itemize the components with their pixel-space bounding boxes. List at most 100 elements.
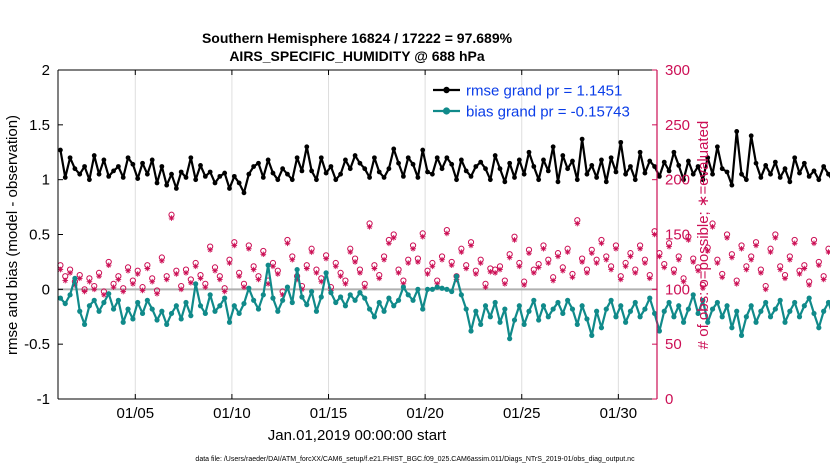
- rmse-point: [763, 163, 769, 168]
- rmse-point: [473, 164, 479, 169]
- x-tick-label: 01/25: [503, 405, 541, 422]
- bias-point: [318, 294, 324, 300]
- rmse-point: [724, 169, 730, 175]
- evaluated-obs-marker: [685, 237, 692, 243]
- bias-point: [806, 295, 812, 301]
- rmse-point: [502, 179, 508, 185]
- evaluated-obs-marker: [125, 267, 131, 274]
- rmse-point: [159, 164, 165, 169]
- rmse-point: [275, 177, 281, 183]
- evaluated-obs-marker: [613, 245, 619, 252]
- bias-point: [391, 303, 397, 309]
- rmse-point: [260, 175, 266, 180]
- rmse-point: [806, 173, 812, 179]
- rmse-point: [705, 155, 711, 161]
- bias-point: [280, 297, 286, 303]
- evaluated-obs-marker: [700, 285, 706, 292]
- evaluated-obs-marker: [816, 262, 822, 269]
- rmse-point: [748, 133, 754, 139]
- bias-point: [516, 303, 522, 309]
- rmse-point: [391, 146, 397, 152]
- evaluated-obs-marker: [656, 253, 663, 260]
- bias-point: [666, 299, 672, 306]
- rmse-point: [531, 164, 537, 169]
- bias-point: [342, 303, 349, 309]
- bias-point: [685, 306, 691, 312]
- bias-point: [763, 299, 769, 306]
- bias-point: [309, 288, 315, 295]
- bias-point: [463, 306, 469, 312]
- rmse-point: [289, 177, 295, 183]
- evaluated-obs-marker: [357, 270, 363, 276]
- bias-point: [545, 314, 551, 320]
- axis-ticks: -1 -0.5 0 0.5 1 1.5 2 0 50 100 150 200 250 300 01/05 01…: [24, 62, 690, 422]
- evaluated-obs-marker: [217, 276, 223, 283]
- rmse-point: [792, 155, 798, 161]
- evaluated-obs-marker: [579, 259, 585, 265]
- evaluated-obs-marker: [139, 287, 146, 294]
- legend-rmse-label: rmse grand pr = 1.1451: [466, 83, 622, 100]
- chart-title: Southern Hemisphere 16824 / 17222 = 97.6…: [202, 30, 513, 46]
- rmse-point: [77, 171, 83, 177]
- rmse-point: [657, 173, 662, 179]
- rmse-point: [169, 171, 174, 177]
- rmse-point: [521, 171, 527, 177]
- bias-point: [497, 319, 503, 325]
- rmse-point: [685, 158, 691, 164]
- bias-point: [540, 303, 547, 309]
- evaluated-obs-marker: [101, 292, 107, 298]
- rmse-point: [608, 155, 614, 161]
- rmse-point: [497, 166, 503, 172]
- rmse-point: [217, 173, 223, 179]
- evaluated-obs-marker: [57, 266, 64, 273]
- evaluated-obs-marker: [226, 260, 233, 266]
- rmse-point: [222, 170, 228, 176]
- rmse-point: [425, 169, 430, 175]
- evaluated-obs-marker: [574, 220, 581, 227]
- rmse-point: [594, 175, 600, 180]
- bias-point: [526, 308, 532, 314]
- rmse-point: [579, 136, 585, 142]
- evaluated-obs-marker: [284, 240, 291, 247]
- y-left-tick-label: 1: [42, 172, 50, 189]
- bias-point: [91, 297, 97, 303]
- evaluated-obs-marker: [212, 267, 218, 274]
- evaluated-obs-marker: [637, 245, 643, 252]
- bias-point: [231, 303, 237, 309]
- bias-point: [420, 306, 426, 312]
- y-right-tick-label: 100: [665, 281, 690, 298]
- bias-point: [709, 306, 716, 312]
- y-left-tick-label: 1.5: [29, 117, 50, 134]
- rmse-point: [545, 168, 551, 174]
- evaluated-obs-marker: [342, 281, 349, 287]
- bias-point: [110, 306, 117, 312]
- evaluated-obs-marker: [313, 270, 320, 276]
- rmse-point: [420, 147, 426, 153]
- rmse-point: [589, 163, 595, 168]
- bias-point: [289, 299, 295, 306]
- bias-point: [579, 303, 585, 309]
- bias-point: [72, 275, 78, 281]
- bias-point: [782, 319, 788, 325]
- bias-point: [183, 299, 189, 306]
- rmse-point: [454, 177, 459, 183]
- rmse-point: [618, 139, 624, 145]
- evaluated-obs-marker: [477, 260, 484, 266]
- evaluated-obs-marker: [410, 245, 416, 252]
- rmse-point: [154, 180, 160, 186]
- rmse-point: [280, 166, 286, 172]
- bias-point: [560, 310, 566, 317]
- bias-point: [719, 314, 725, 320]
- rmse-point: [82, 164, 87, 169]
- bias-point: [478, 321, 484, 328]
- bias-point: [676, 303, 682, 309]
- evaluated-obs-marker: [105, 262, 112, 269]
- rmse-point: [714, 144, 720, 150]
- rmse-point: [826, 171, 830, 177]
- rmse-point: [415, 175, 421, 180]
- bias-point: [246, 285, 252, 291]
- bias-point: [328, 290, 334, 296]
- bias-point: [550, 306, 556, 312]
- evaluated-obs-marker: [250, 266, 257, 273]
